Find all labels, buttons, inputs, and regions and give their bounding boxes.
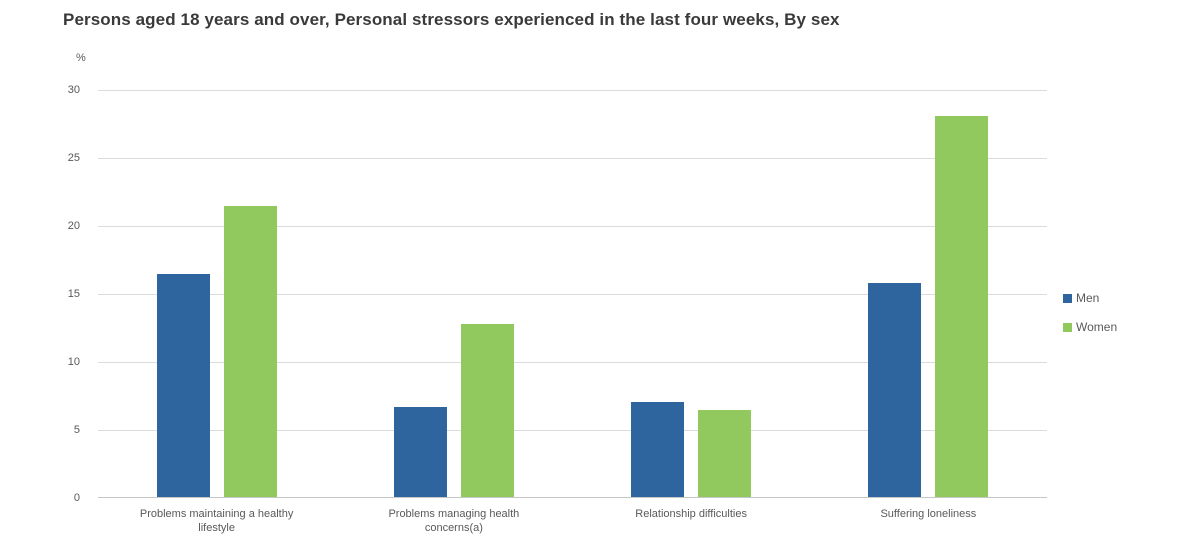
legend-item: Women xyxy=(1063,320,1117,334)
x-axis-line xyxy=(98,497,1047,498)
y-axis-tick-label: 20 xyxy=(67,220,80,232)
bar-men xyxy=(393,407,447,497)
gridline xyxy=(98,362,1047,363)
y-axis-tick-label: 15 xyxy=(67,288,80,300)
gridline xyxy=(98,226,1047,227)
bar-men xyxy=(156,273,210,497)
y-axis: 30 25 20 15 10 5 0 xyxy=(40,84,80,504)
x-axis-labels: Problems maintaining a healthy lifestyle… xyxy=(98,507,1047,535)
bar-women xyxy=(698,409,752,497)
bar-group xyxy=(573,401,810,497)
gridline xyxy=(98,158,1047,159)
x-label-slot: Problems managing health concerns(a) xyxy=(335,507,572,535)
legend-item: Men xyxy=(1063,291,1117,305)
bar-group xyxy=(810,116,1047,497)
bar-women xyxy=(935,116,989,497)
gridline xyxy=(98,430,1047,431)
x-label-slot: Suffering loneliness xyxy=(810,507,1047,535)
y-axis-tick-label: 0 xyxy=(73,492,80,504)
category-label: Problems maintaining a healthy lifestyle xyxy=(139,508,294,534)
gridline xyxy=(98,294,1047,295)
bar-group xyxy=(335,324,572,497)
bar-men xyxy=(868,283,922,497)
x-label-slot: Problems maintaining a healthy lifestyle xyxy=(98,507,335,535)
y-axis-tick-label: 30 xyxy=(67,84,80,96)
bar-men xyxy=(631,401,685,497)
bar-women xyxy=(460,324,514,497)
bar-women xyxy=(223,205,277,497)
legend-swatch xyxy=(1063,293,1072,303)
legend: Men Women xyxy=(1063,291,1117,349)
category-label: Problems managing health concerns(a) xyxy=(388,508,520,534)
y-axis-tick-label: 10 xyxy=(67,356,80,368)
category-label: Suffering loneliness xyxy=(880,508,977,520)
bar-group xyxy=(98,205,335,497)
x-label-slot: Relationship difficulties xyxy=(573,507,810,535)
plot-area xyxy=(98,90,1047,498)
legend-label: Men xyxy=(1076,291,1100,305)
legend-label: Women xyxy=(1076,320,1118,334)
category-label: Relationship difficulties xyxy=(635,508,747,520)
y-axis-tick-label: 5 xyxy=(73,424,80,436)
chart-title: Persons aged 18 years and over, Personal… xyxy=(63,10,840,29)
legend-swatch xyxy=(1063,322,1072,332)
gridline xyxy=(98,90,1047,91)
y-axis-tick-label: 25 xyxy=(67,152,80,164)
y-axis-unit-label: % xyxy=(76,52,86,64)
